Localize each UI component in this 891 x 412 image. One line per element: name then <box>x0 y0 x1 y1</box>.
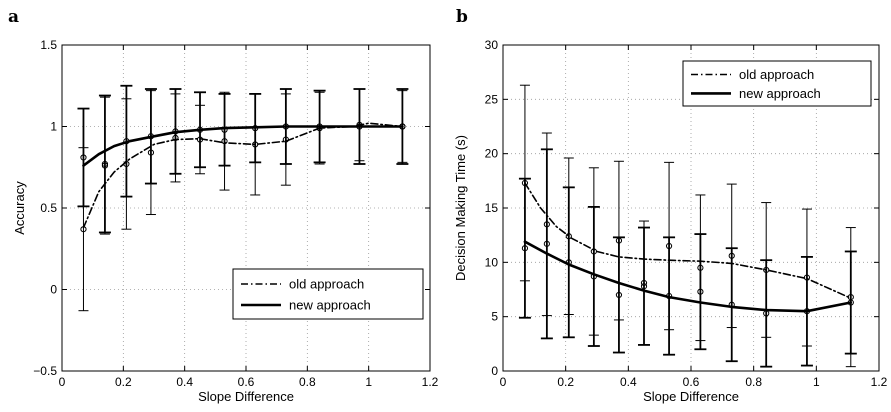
fit-curve-old-approach <box>524 182 852 300</box>
y-tick-label: 0 <box>50 283 57 297</box>
data-point-new-approach <box>763 310 770 317</box>
panel-a-ticks: 0 0.2 0.4 0.6 0.8 1 1.2−0.500.511.5 <box>33 38 438 389</box>
data-point-old-approach <box>590 248 597 255</box>
panel-b-error-bars <box>518 84 857 368</box>
data-point-old-approach <box>196 136 204 143</box>
panel-a-x-axis-label: Slope Difference <box>198 389 294 404</box>
data-point-old-approach <box>763 266 770 274</box>
data-point-old-approach <box>665 242 673 250</box>
panel-a-legend-label-new: new approach <box>289 298 371 313</box>
x-tick-label: 0.2 <box>557 375 574 389</box>
panel-b-ticks: 0 0.2 0.4 0.6 0.8 1 1.2 0 5 10 15 20 25 30 <box>485 38 888 389</box>
y-tick-label: 0.5 <box>40 201 57 215</box>
data-point-old-approach <box>221 138 228 145</box>
x-tick-label: 1 <box>365 375 372 389</box>
data-point-new-approach <box>728 301 735 308</box>
panel-a-letter: a <box>8 7 19 27</box>
data-point-new-approach <box>399 123 406 130</box>
panel-b-legend: old approach new approach <box>682 60 872 107</box>
panel-a-legend-label-old: old approach <box>289 277 364 292</box>
panel-b-legend-label-new: new approach <box>739 86 821 101</box>
y-tick-label: 10 <box>485 255 499 269</box>
panel-b-legend-box <box>682 60 872 107</box>
data-point-old-approach <box>615 237 623 244</box>
fit-curve-new-approach <box>82 125 404 167</box>
panel-a-error-bars <box>77 84 409 312</box>
data-point-old-approach <box>640 279 648 287</box>
y-tick-label: 30 <box>485 38 499 52</box>
data-point-new-approach <box>803 308 811 315</box>
x-tick-label: 0.8 <box>745 375 762 389</box>
panel-b-y-axis-label: Decision Making Time (s) <box>453 135 468 281</box>
data-point-old-approach <box>565 233 572 240</box>
data-point-old-approach <box>543 221 550 228</box>
data-point-new-approach <box>282 123 289 130</box>
panel-b: b 0 0.2 0.4 0.6 0.8 1 1.2 0 5 10 15 20 25 30 Slope Di… <box>453 7 888 404</box>
data-point-old-approach <box>803 274 811 281</box>
panel-b-legend-label-old: old approach <box>739 67 814 82</box>
data-point-new-approach <box>80 154 87 161</box>
data-point-new-approach <box>640 283 648 290</box>
y-tick-label: 0 <box>491 364 498 378</box>
data-point-new-approach <box>356 123 363 130</box>
data-point-new-approach <box>101 160 109 168</box>
data-point-new-approach <box>172 128 179 135</box>
y-tick-label: 1.5 <box>40 38 57 52</box>
y-tick-label: 5 <box>491 310 498 324</box>
x-tick-label: 0.4 <box>176 375 193 389</box>
panel-a-legend: old approach new approach <box>232 268 424 320</box>
panel-a-y-axis-label: Accuracy <box>12 181 27 235</box>
data-point-new-approach <box>147 133 155 140</box>
data-point-new-approach <box>221 126 228 133</box>
data-point-new-approach <box>847 299 854 306</box>
x-tick-label: 0 <box>59 375 66 389</box>
panel-b-x-axis-label: Slope Difference <box>643 389 739 404</box>
panel-a-gridlines <box>62 45 430 371</box>
data-point-new-approach <box>590 273 597 280</box>
data-point-old-approach <box>172 134 179 142</box>
x-tick-label: 1.2 <box>871 375 888 389</box>
y-tick-label: 20 <box>485 147 499 161</box>
x-tick-label: 0.4 <box>620 375 637 389</box>
panel-b-fit-curves <box>523 182 853 313</box>
data-point-new-approach <box>565 259 572 266</box>
data-point-new-approach <box>196 126 204 133</box>
data-point-old-approach <box>521 179 529 187</box>
data-point-old-approach <box>697 264 704 271</box>
data-point-old-approach <box>147 149 155 156</box>
data-point-old-approach <box>123 160 130 168</box>
panel-b-markers <box>521 179 854 317</box>
x-tick-label: 1.2 <box>422 375 439 389</box>
data-point-new-approach <box>252 125 259 132</box>
panel-b-letter: b <box>456 7 468 27</box>
data-point-new-approach <box>316 123 323 130</box>
fit-curve-new-approach <box>523 240 853 313</box>
x-tick-label: 0 <box>500 375 507 389</box>
x-tick-label: 1 <box>813 375 820 389</box>
panel-a: a 0 0.2 0.4 0.6 0.8 1 1.2−0.500.511.5 Slope Di… <box>8 7 439 404</box>
data-point-new-approach <box>521 245 529 252</box>
y-tick-label: −0.5 <box>33 364 57 378</box>
data-point-new-approach <box>123 138 130 145</box>
data-point-old-approach <box>282 136 289 143</box>
data-point-old-approach <box>252 141 259 148</box>
data-point-new-approach <box>665 292 673 300</box>
x-tick-label: 0.8 <box>299 375 316 389</box>
panel-a-markers <box>80 121 406 233</box>
data-point-old-approach <box>728 252 735 259</box>
data-point-new-approach <box>615 291 623 299</box>
panel-a-legend-box <box>232 268 424 320</box>
x-tick-label: 0.2 <box>115 375 132 389</box>
data-point-new-approach <box>543 240 550 247</box>
panel-a-fit-curves <box>82 122 404 229</box>
data-point-new-approach <box>697 288 704 295</box>
x-tick-label: 0.6 <box>683 375 700 389</box>
y-tick-label: 1 <box>50 120 57 134</box>
y-tick-label: 25 <box>485 92 499 106</box>
x-tick-label: 0.6 <box>238 375 255 389</box>
fit-curve-old-approach <box>82 122 404 229</box>
y-tick-label: 15 <box>485 201 499 215</box>
data-point-old-approach <box>80 226 87 233</box>
